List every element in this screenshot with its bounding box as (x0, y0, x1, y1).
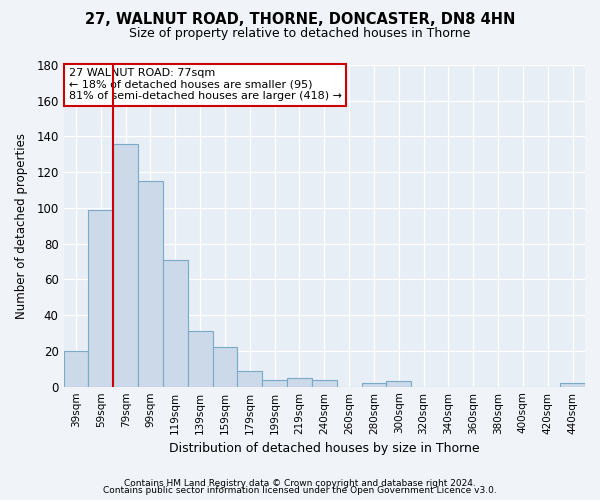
Bar (560, 383, 585, 386)
Bar (312, 380, 337, 386)
Bar (386, 382, 411, 386)
Bar (188, 332, 212, 386)
Bar (64, 351, 88, 386)
Y-axis label: Number of detached properties: Number of detached properties (15, 133, 28, 319)
Text: 27, WALNUT ROAD, THORNE, DONCASTER, DN8 4HN: 27, WALNUT ROAD, THORNE, DONCASTER, DN8 … (85, 12, 515, 28)
Bar (113, 144, 138, 386)
Bar (262, 380, 287, 386)
Bar (287, 378, 312, 386)
Bar (88, 210, 113, 386)
Text: Contains public sector information licensed under the Open Government Licence v3: Contains public sector information licen… (103, 486, 497, 495)
Bar (362, 383, 386, 386)
Bar (163, 260, 188, 386)
X-axis label: Distribution of detached houses by size in Thorne: Distribution of detached houses by size … (169, 442, 479, 455)
Text: 27 WALNUT ROAD: 77sqm
← 18% of detached houses are smaller (95)
81% of semi-deta: 27 WALNUT ROAD: 77sqm ← 18% of detached … (69, 68, 342, 102)
Bar (138, 181, 163, 386)
Bar (212, 348, 238, 387)
Text: Contains HM Land Registry data © Crown copyright and database right 2024.: Contains HM Land Registry data © Crown c… (124, 478, 476, 488)
Bar (238, 370, 262, 386)
Text: Size of property relative to detached houses in Thorne: Size of property relative to detached ho… (130, 28, 470, 40)
